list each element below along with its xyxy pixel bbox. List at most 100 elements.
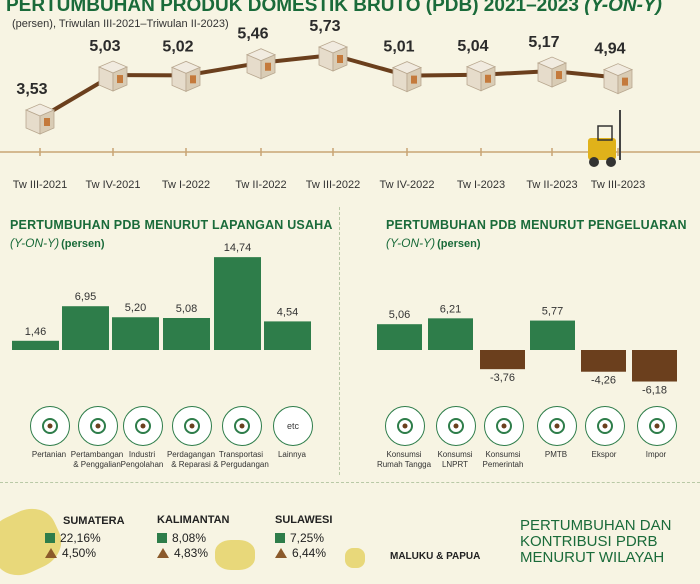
truck-warehouse-icon — [222, 406, 262, 446]
bar-value-label: 6,95 — [75, 291, 96, 303]
map-kalimantan-shape — [215, 540, 255, 570]
icon-label: Pertambangan & Penggalian — [70, 450, 124, 469]
region-sumatera-growth: 4,50% — [45, 546, 96, 560]
point-value-label: 3,53 — [16, 81, 47, 98]
category-label: Tw III-2023 — [591, 179, 645, 191]
point-value-label: 5,02 — [162, 38, 193, 55]
cargo-ship-icon — [585, 406, 625, 446]
map-sulawesi-shape — [345, 548, 365, 568]
leaf-icon — [30, 406, 70, 446]
factory-icon — [123, 406, 163, 446]
bar-value-label: -3,76 — [490, 372, 515, 384]
region-sulawesi-share: 7,25% — [275, 531, 324, 545]
category-label: Tw II-2023 — [526, 179, 577, 191]
category-label: Tw III-2022 — [306, 179, 360, 191]
lapangan-subtitle: (Y-ON-Y) (persen) — [10, 236, 105, 250]
icon-label: Lainnya — [277, 450, 307, 459]
category-label: Tw II-2022 — [235, 179, 286, 191]
category-label: Tw IV-2022 — [379, 179, 434, 191]
icon-label: Konsumsi Pemerintah — [482, 450, 524, 469]
lapangan-title: PERTUMBUHAN PDB MENURUT LAPANGAN USAHA — [10, 218, 333, 232]
bar-pengeluaran — [581, 350, 626, 372]
bar-value-label: 4,54 — [277, 306, 298, 318]
bar-pengeluaran — [632, 350, 677, 382]
point-value-label: 5,17 — [528, 34, 559, 51]
pengeluaran-title: PERTUMBUHAN PDB MENURUT PENGELUARAN — [386, 218, 687, 232]
government-building-icon — [484, 406, 524, 446]
region-kalimantan-share: 8,08% — [157, 531, 206, 545]
category-label: Tw III-2021 — [13, 179, 67, 191]
box-marker-icon — [602, 63, 634, 95]
growth-triangle-icon — [275, 548, 287, 558]
point-value-label: 5,04 — [457, 38, 488, 55]
region-sulawesi-growth: 6,44% — [275, 546, 326, 560]
wilayah-title: PERTUMBUHAN DAN KONTRIBUSI PDRB MENURUT … — [520, 517, 672, 566]
icon-label: Pertanian — [31, 450, 67, 459]
point-value-label: 5,03 — [89, 38, 120, 55]
bottom-divider — [0, 482, 700, 483]
share-square-icon — [45, 533, 55, 543]
icon-label: Konsumsi LNPRT — [437, 450, 473, 469]
category-label: Tw I-2023 — [457, 179, 505, 191]
robot-arm-icon — [537, 406, 577, 446]
person-icon — [436, 406, 476, 446]
bar-pengeluaran — [530, 320, 575, 350]
bar-value-label: -6,18 — [642, 385, 667, 397]
gdp-line-chart: 3,53 Tw III-2021 5,03 Tw IV-2021 5,02 Tw I-20… — [0, 18, 700, 191]
region-maluku-papua-name: MALUKU & PAPUA — [390, 551, 481, 562]
bar-lapangan — [12, 340, 59, 350]
pengeluaran-subtitle: (Y-ON-Y) (persen) — [386, 236, 481, 250]
bar-lapangan — [62, 306, 109, 350]
share-square-icon — [157, 533, 167, 543]
box-marker-icon — [24, 103, 56, 135]
growth-triangle-icon — [45, 548, 57, 558]
cargo-ship-icon — [637, 406, 677, 446]
box-marker-icon — [97, 60, 129, 92]
icon-label: Transportasi & Pergudangan — [213, 450, 269, 469]
bar-value-label: 14,74 — [224, 242, 252, 254]
box-marker-icon — [391, 61, 423, 93]
icon-label: Perdagangan & Reparasi — [166, 450, 216, 469]
shopping-bag-icon — [385, 406, 425, 446]
bar-value-label: 5,20 — [125, 302, 146, 314]
icon-label: Ekspor — [591, 450, 617, 459]
bar-lapangan — [214, 257, 261, 350]
point-value-label: 5,73 — [309, 18, 340, 35]
bar-lapangan — [163, 317, 210, 350]
page-title: PERTUMBUHAN PRODUK DOMESTIK BRUTO (PDB) … — [6, 0, 662, 16]
page-subtitle: (persen), Triwulan III-2021–Triwulan II-… — [12, 18, 229, 30]
bar-lapangan — [112, 317, 159, 350]
bar-pengeluaran — [377, 324, 422, 350]
region-sumatera-name: SUMATERA — [63, 515, 125, 527]
icon-label: Impor — [645, 450, 667, 459]
bar-value-label: 5,77 — [542, 306, 563, 318]
region-kalimantan-name: KALIMANTAN — [157, 514, 230, 526]
box-marker-icon — [170, 60, 202, 92]
handshake-icon — [172, 406, 212, 446]
bar-value-label: 5,06 — [389, 309, 410, 321]
icon-label: PMTB — [544, 450, 568, 459]
box-marker-icon — [317, 40, 349, 72]
growth-triangle-icon — [157, 548, 169, 558]
forklift-icon — [588, 110, 621, 167]
point-value-label: 4,94 — [594, 41, 625, 58]
region-sumatera-share: 22,16% — [45, 531, 101, 545]
point-value-label: 5,01 — [383, 39, 414, 56]
box-marker-icon — [245, 48, 277, 80]
bar-pengeluaran — [428, 318, 473, 350]
bar-value-label: 1,46 — [25, 326, 46, 338]
box-marker-icon — [465, 60, 497, 92]
section-divider — [339, 207, 340, 475]
region-kalimantan-growth: 4,83% — [157, 546, 208, 560]
etc-icon: etc — [273, 406, 313, 446]
bar-pengeluaran — [480, 350, 525, 370]
region-sulawesi-name: SULAWESI — [275, 514, 333, 526]
bar-value-label: -4,26 — [591, 375, 616, 387]
category-label: Tw I-2022 — [162, 179, 210, 191]
icon-label: Industri Pengolahan — [120, 450, 164, 469]
category-label: Tw IV-2021 — [85, 179, 140, 191]
bar-lapangan — [264, 321, 311, 350]
point-value-label: 5,46 — [237, 26, 268, 43]
oil-pump-icon — [78, 406, 118, 446]
share-square-icon — [275, 533, 285, 543]
